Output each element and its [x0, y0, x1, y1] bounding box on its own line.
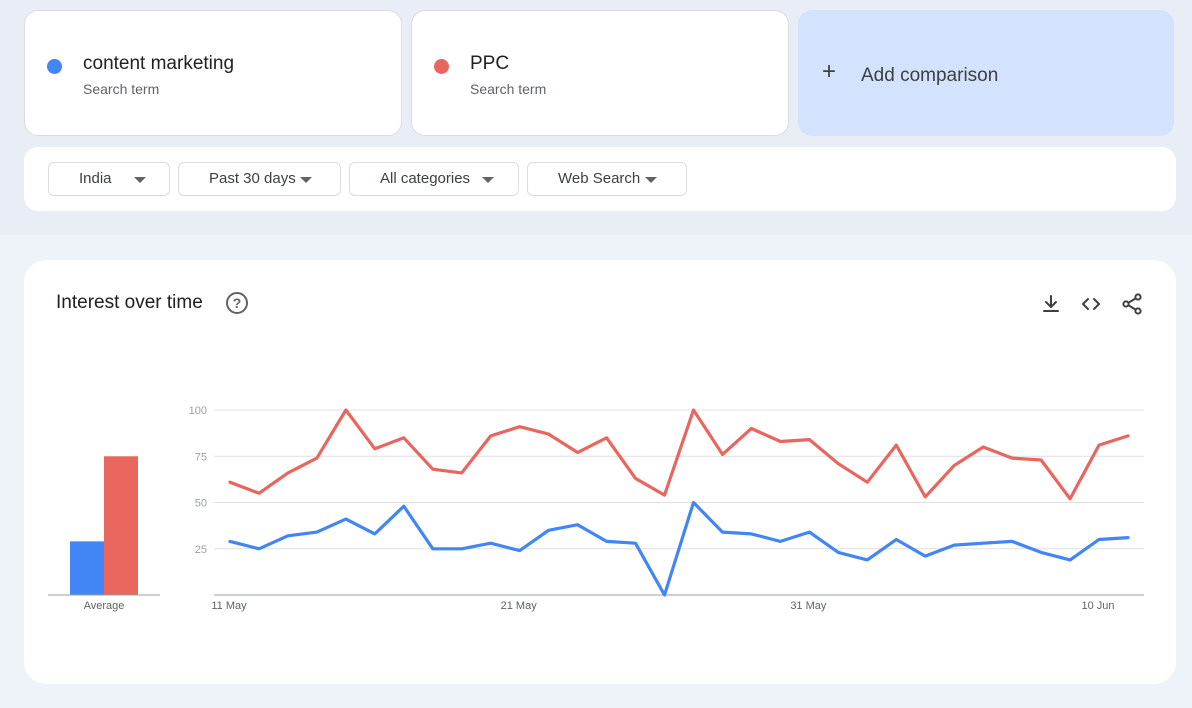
- term-name: content marketing: [83, 53, 235, 74]
- add-comparison-label: Add comparison: [861, 65, 999, 86]
- period-dropdown[interactable]: Past 30 days: [178, 162, 341, 196]
- average-bar-ppc: [104, 456, 138, 595]
- term-card-content-marketing[interactable]: content marketing Search term: [24, 10, 402, 136]
- category-value: All categories: [380, 170, 471, 187]
- average-bar-content-marketing: [70, 541, 104, 595]
- download-icon[interactable]: [1039, 292, 1063, 316]
- search-type-dropdown[interactable]: Web Search: [527, 162, 687, 196]
- y-tick-label: 25: [195, 544, 207, 556]
- x-tick-label: 21 May: [501, 600, 538, 612]
- x-tick-label: 31 May: [790, 600, 827, 612]
- x-tick-label: 10 Jun: [1082, 600, 1115, 612]
- share-icon[interactable]: [1120, 292, 1144, 316]
- help-circle-icon[interactable]: ?: [226, 292, 248, 314]
- caret-down-icon: [645, 177, 657, 183]
- term-subtitle: Search term: [470, 81, 547, 97]
- panel-title: Interest over time: [56, 292, 203, 313]
- term-subtitle: Search term: [83, 81, 160, 97]
- y-tick-label: 50: [195, 498, 207, 510]
- caret-down-icon: [482, 177, 494, 183]
- series-color-dot: [434, 59, 449, 74]
- add-comparison-button[interactable]: + Add comparison: [798, 10, 1174, 136]
- region-dropdown[interactable]: India: [48, 162, 170, 196]
- x-tick-label: 11 May: [211, 600, 247, 612]
- interest-over-time-panel: Interest over time ? 100 75 50 25 11 May 21 M…: [24, 260, 1176, 684]
- caret-down-icon: [134, 177, 146, 183]
- plus-icon: +: [822, 58, 837, 85]
- term-name: PPC: [470, 53, 510, 74]
- period-value: Past 30 days: [209, 170, 296, 187]
- category-dropdown[interactable]: All categories: [349, 162, 519, 196]
- y-tick-label: 75: [195, 451, 207, 463]
- interest-chart: 100 75 50 25 11 May 21 May 31 May 10 Jun Average: [48, 405, 1144, 612]
- y-tick-label: 100: [189, 405, 207, 417]
- embed-icon[interactable]: [1079, 292, 1103, 316]
- average-category-label: Average: [84, 600, 125, 612]
- search-type-value: Web Search: [558, 170, 641, 187]
- caret-down-icon: [300, 177, 312, 183]
- series-line-content-marketing: [228, 500, 1130, 597]
- region-value: India: [79, 170, 112, 187]
- series-line-ppc: [228, 408, 1130, 501]
- series-color-dot: [47, 59, 62, 74]
- term-card-ppc[interactable]: PPC Search term: [411, 10, 789, 136]
- filter-bar: India Past 30 days All categories Web Se…: [24, 147, 1176, 211]
